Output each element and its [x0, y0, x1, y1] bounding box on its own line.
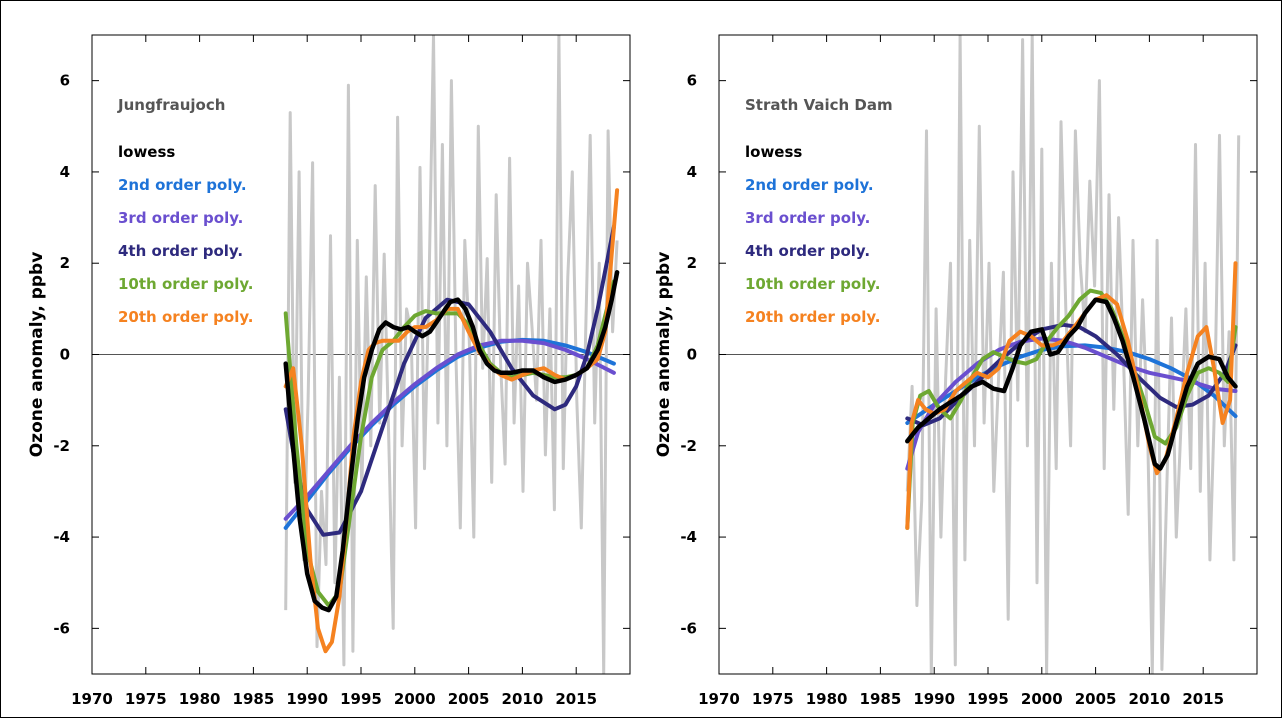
x-tick-label: 1980	[806, 690, 848, 708]
x-tick-label: 2010	[502, 690, 544, 708]
series-line-3rd-order-poly	[283, 338, 616, 521]
legend-entry: 3rd order poly.	[118, 209, 243, 227]
legend-entry: lowess	[745, 143, 802, 161]
x-tick-label: 2010	[1129, 690, 1171, 708]
x-tick-label: 1995	[967, 690, 1009, 708]
plot-area	[283, 35, 620, 674]
x-tick-label: 1970	[71, 690, 113, 708]
legend-entry: 4th order poly.	[745, 242, 870, 260]
y-tick-label: -6	[53, 619, 70, 637]
y-tick-label: -4	[53, 528, 70, 546]
legend-entry: 3rd order poly.	[745, 209, 870, 227]
x-tick-label: 1975	[125, 690, 167, 708]
x-tick-label: 1970	[698, 690, 740, 708]
y-tick-label: 2	[687, 254, 697, 272]
x-tick-label: 1985	[233, 690, 275, 708]
y-tick-label: 0	[687, 346, 697, 364]
y-tick-label: 0	[60, 346, 70, 364]
chart-panel-2: 1970 1975 1980 1985 1990 1995 2000 2005 2010 2015…	[654, 34, 1258, 708]
x-tick-label: 1990	[286, 690, 328, 708]
y-tick-label: -6	[680, 619, 697, 637]
series-line-lowess	[905, 297, 1238, 471]
raw-anomaly-line	[284, 35, 619, 674]
legend-entry: 4th order poly.	[118, 242, 243, 260]
raw-anomaly-line	[905, 35, 1241, 674]
y-axis-label: Ozone anomaly, ppbv	[27, 252, 47, 458]
legend-entry: 20th order poly.	[118, 308, 253, 326]
series-line-lowess	[283, 270, 620, 613]
x-tick-label: 2015	[555, 690, 597, 708]
x-tick-label: 2005	[1075, 690, 1117, 708]
legend-entry: 20th order poly.	[745, 308, 880, 326]
x-tick-label: 2000	[394, 690, 436, 708]
x-tick-label: 2015	[1182, 690, 1224, 708]
legend-entry: 10th order poly.	[118, 275, 253, 293]
legend-entry: lowess	[118, 143, 175, 161]
panel-title: Strath Vaich Dam	[745, 96, 893, 114]
legend-entry: 2nd order poly.	[745, 176, 874, 194]
x-tick-label: 2005	[448, 690, 490, 708]
x-tick-label: 1975	[752, 690, 794, 708]
x-tick-label: 2000	[1021, 690, 1063, 708]
legend-entry: 10th order poly.	[745, 275, 880, 293]
y-tick-label: 4	[687, 163, 697, 181]
x-tick-label: 1995	[340, 690, 382, 708]
x-tick-label: 1990	[913, 690, 955, 708]
y-tick-label: 6	[687, 72, 697, 90]
x-tick-label: 1980	[179, 690, 221, 708]
y-axis-label: Ozone anomaly, ppbv	[654, 252, 674, 458]
y-tick-label: -4	[680, 528, 697, 546]
y-tick-label: -2	[53, 437, 70, 455]
legend-entry: 2nd order poly.	[118, 176, 247, 194]
y-tick-label: 6	[60, 72, 70, 90]
y-tick-label: 2	[60, 254, 70, 272]
series-line-20th-order-poly	[905, 261, 1238, 530]
panel-title: Jungfraujoch	[117, 96, 225, 114]
plot-area	[905, 35, 1241, 674]
x-tick-label: 1985	[860, 690, 902, 708]
chart-panel-1: 1970 1975 1980 1985 1990 1995 2000 2005 2010 2015…	[27, 34, 631, 708]
y-tick-label: 4	[60, 163, 70, 181]
y-tick-label: -2	[680, 437, 697, 455]
